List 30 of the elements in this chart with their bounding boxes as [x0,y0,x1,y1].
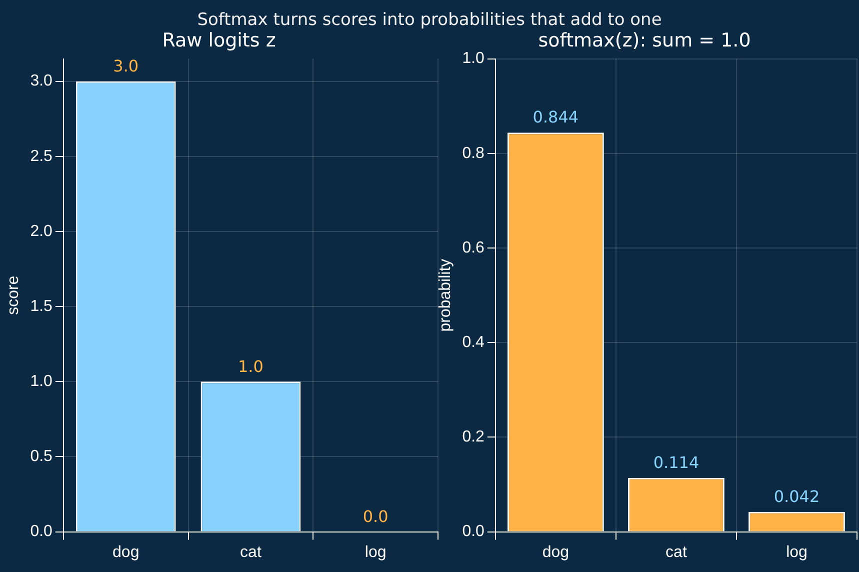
data-label: 1.0 [238,356,264,376]
x-tick-label: dog [542,544,570,561]
x-tick-label: dog [112,544,140,561]
y-tick-label: 0.2 [462,428,485,446]
y-tick-label: 0.4 [462,334,485,352]
y-axis-title: probability [437,258,454,332]
chart-title: softmax(z): sum = 1.0 [538,29,751,52]
data-label: 0.844 [532,108,579,127]
y-tick-label: 0.0 [462,523,485,540]
data-label: 0.042 [774,487,820,506]
y-tick-label: 0.6 [462,239,485,256]
y-tick-label: 0.5 [30,448,53,466]
data-label: 0.0 [362,506,388,526]
x-tick-label: log [786,544,808,561]
x-tick-label: cat [666,544,688,561]
y-axis-title: score [5,276,22,315]
data-label: 3.0 [113,56,139,76]
y-tick-label: 1.0 [30,373,53,390]
y-tick-label: 1.0 [462,50,485,68]
x-tick-label: log [364,544,386,561]
y-tick-label: 3.0 [30,72,53,90]
y-tick-label: 2.0 [30,222,53,240]
chart-title: Raw logits z [162,29,276,52]
x-tick-label: cat [240,544,262,561]
text: Softmax turns scores into probabilities that add to one [196,10,663,30]
data-label: 0.114 [653,453,700,472]
y-tick-label: 2.5 [30,148,53,165]
y-tick-label: 1.5 [30,298,53,315]
y-tick-label: 0.8 [462,144,485,162]
y-tick-label: 0.0 [30,523,53,540]
